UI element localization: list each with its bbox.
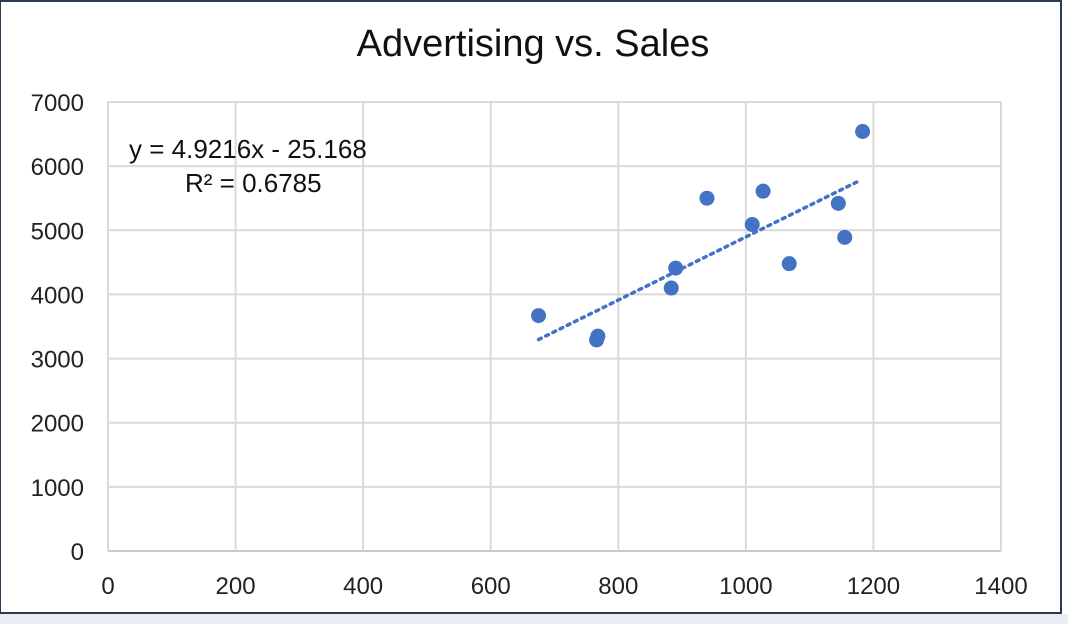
data-point xyxy=(744,217,760,233)
data-point xyxy=(663,280,679,296)
trendline-r2-label: R² = 0.6785 xyxy=(185,168,322,198)
bottom-strip xyxy=(0,614,1068,624)
x-tick-label: 600 xyxy=(471,573,511,600)
data-point xyxy=(855,124,871,140)
chart-title: Advertising vs. Sales xyxy=(357,23,710,65)
x-tick-label: 0 xyxy=(101,573,114,600)
x-tick-label: 1000 xyxy=(719,573,772,600)
scatter-chart: Advertising vs. Sales 010002000300040005… xyxy=(31,23,1028,600)
axis-layer: 0 1000 2000 3000 4000 5000 6000 7000 0 200 400 600 8… xyxy=(31,90,1028,600)
data-point xyxy=(837,229,853,245)
x-tick-label: 1200 xyxy=(847,573,900,600)
data-point xyxy=(699,190,715,206)
grid-layer xyxy=(107,101,1002,552)
y-tick-label: 7000 xyxy=(31,90,84,117)
x-tick-label: 400 xyxy=(343,573,383,600)
data-point xyxy=(755,183,771,199)
y-tick-label: 0 xyxy=(71,539,84,566)
x-tick-label: 200 xyxy=(216,573,256,600)
trendline-equation-label: y = 4.9216x - 25.168 xyxy=(129,134,367,164)
y-tick-label: 2000 xyxy=(31,411,84,438)
chart-frame: Advertising vs. Sales 0 1000 2000 3000 4000 5… xyxy=(0,0,1062,614)
y-tick-label: 3000 xyxy=(31,347,84,374)
trendline-layer xyxy=(536,179,860,342)
data-point xyxy=(781,256,797,272)
x-tick-label: 1400 xyxy=(974,573,1027,600)
y-tick-label: 5000 xyxy=(31,218,84,245)
y-tick-label: 1000 xyxy=(31,475,84,502)
x-tick-label: 800 xyxy=(598,573,638,600)
data-point xyxy=(589,332,605,348)
data-point xyxy=(531,308,547,324)
data-point xyxy=(830,195,846,211)
y-tick-label: 4000 xyxy=(31,282,84,309)
data-point xyxy=(668,260,684,276)
y-tick-label: 6000 xyxy=(31,154,84,181)
trendline xyxy=(536,179,860,342)
data-point-layer xyxy=(531,124,871,348)
